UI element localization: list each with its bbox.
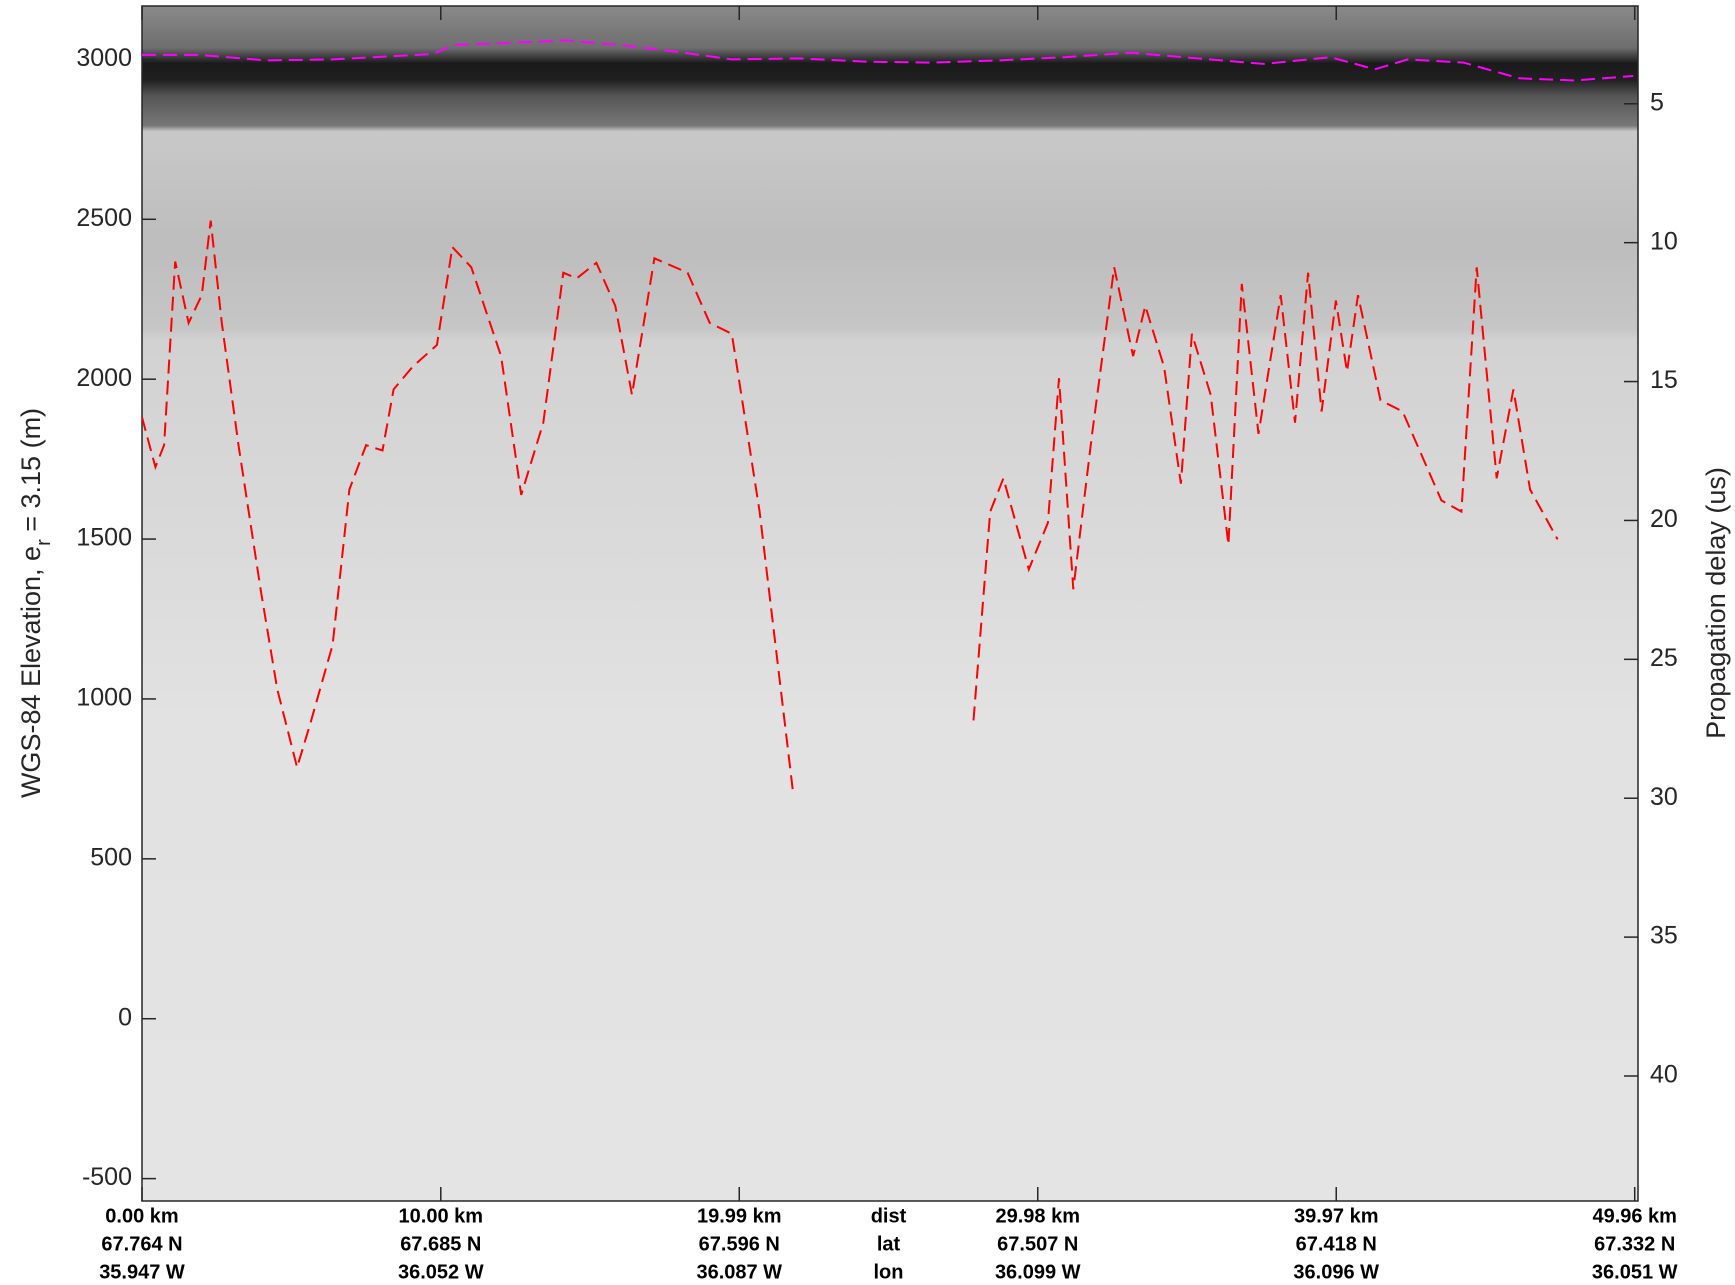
y-tick-label: 500: [90, 843, 132, 871]
x-tick-lat: 67.332 N: [1594, 1233, 1675, 1255]
row-label: lat: [877, 1233, 901, 1255]
x-tick-lon: 36.099 W: [995, 1261, 1081, 1280]
row-label: lon: [874, 1261, 904, 1280]
row-label: dist: [871, 1205, 907, 1227]
y-tick-label: 1500: [76, 524, 132, 552]
x-tick-lon: 36.087 W: [696, 1261, 782, 1280]
plot-frame: [141, 5, 1639, 1202]
y-axis-label-rest: = 3.15 (m): [16, 408, 46, 539]
y2-axis-label: Propagation delay (us): [1701, 467, 1731, 739]
x-tick-label: 10.00 km: [399, 1205, 484, 1227]
y2-tick-label: 35: [1650, 922, 1678, 950]
x-tick-lat: 67.596 N: [699, 1233, 780, 1255]
y-axis-label-sub: r: [33, 539, 55, 546]
y-tick-label: 3000: [76, 44, 132, 72]
series-line: [142, 39, 1634, 82]
x-tick-label: 29.98 km: [995, 1205, 1080, 1227]
x-tick-lat: 67.764 N: [101, 1233, 182, 1255]
x-tick-lon: 35.947 W: [99, 1261, 185, 1280]
y-tick-label: 1000: [76, 684, 132, 712]
y-tick-label: 2000: [76, 364, 132, 392]
echogram: [142, 6, 1638, 1201]
series-line: [141, 220, 1559, 790]
x-tick-lon: 36.052 W: [398, 1261, 484, 1280]
y2-tick-label: 25: [1650, 644, 1678, 672]
y2-tick-label: 20: [1650, 505, 1678, 533]
y2-tick-label: 10: [1650, 227, 1678, 255]
x-tick-label: 39.97 km: [1294, 1205, 1379, 1227]
y-tick-label: 2500: [76, 204, 132, 232]
y-axis-label-main: WGS-84 Elevation, e: [16, 546, 46, 798]
y-tick-label: 0: [118, 1003, 132, 1031]
x-tick-lat: 67.685 N: [400, 1233, 481, 1255]
x-tick-label: 19.99 km: [697, 1205, 782, 1227]
x-tick-lat: 67.418 N: [1296, 1233, 1377, 1255]
y2-tick-label: 40: [1650, 1061, 1678, 1089]
x-tick-label: 0.00 km: [105, 1205, 178, 1227]
x-tick-lat: 67.507 N: [997, 1233, 1078, 1255]
x-tick-lon: 36.051 W: [1592, 1261, 1678, 1280]
x-tick-label: 49.96 km: [1592, 1205, 1677, 1227]
y2-tick-label: 15: [1650, 366, 1678, 394]
y2-tick-label: 30: [1650, 783, 1678, 811]
y-tick-label: -500: [82, 1163, 132, 1191]
x-tick-lon: 36.096 W: [1293, 1261, 1379, 1280]
y-axis-label: WGS-84 Elevation, er = 3.15 (m): [16, 408, 55, 798]
y2-tick-label: 5: [1650, 88, 1664, 116]
